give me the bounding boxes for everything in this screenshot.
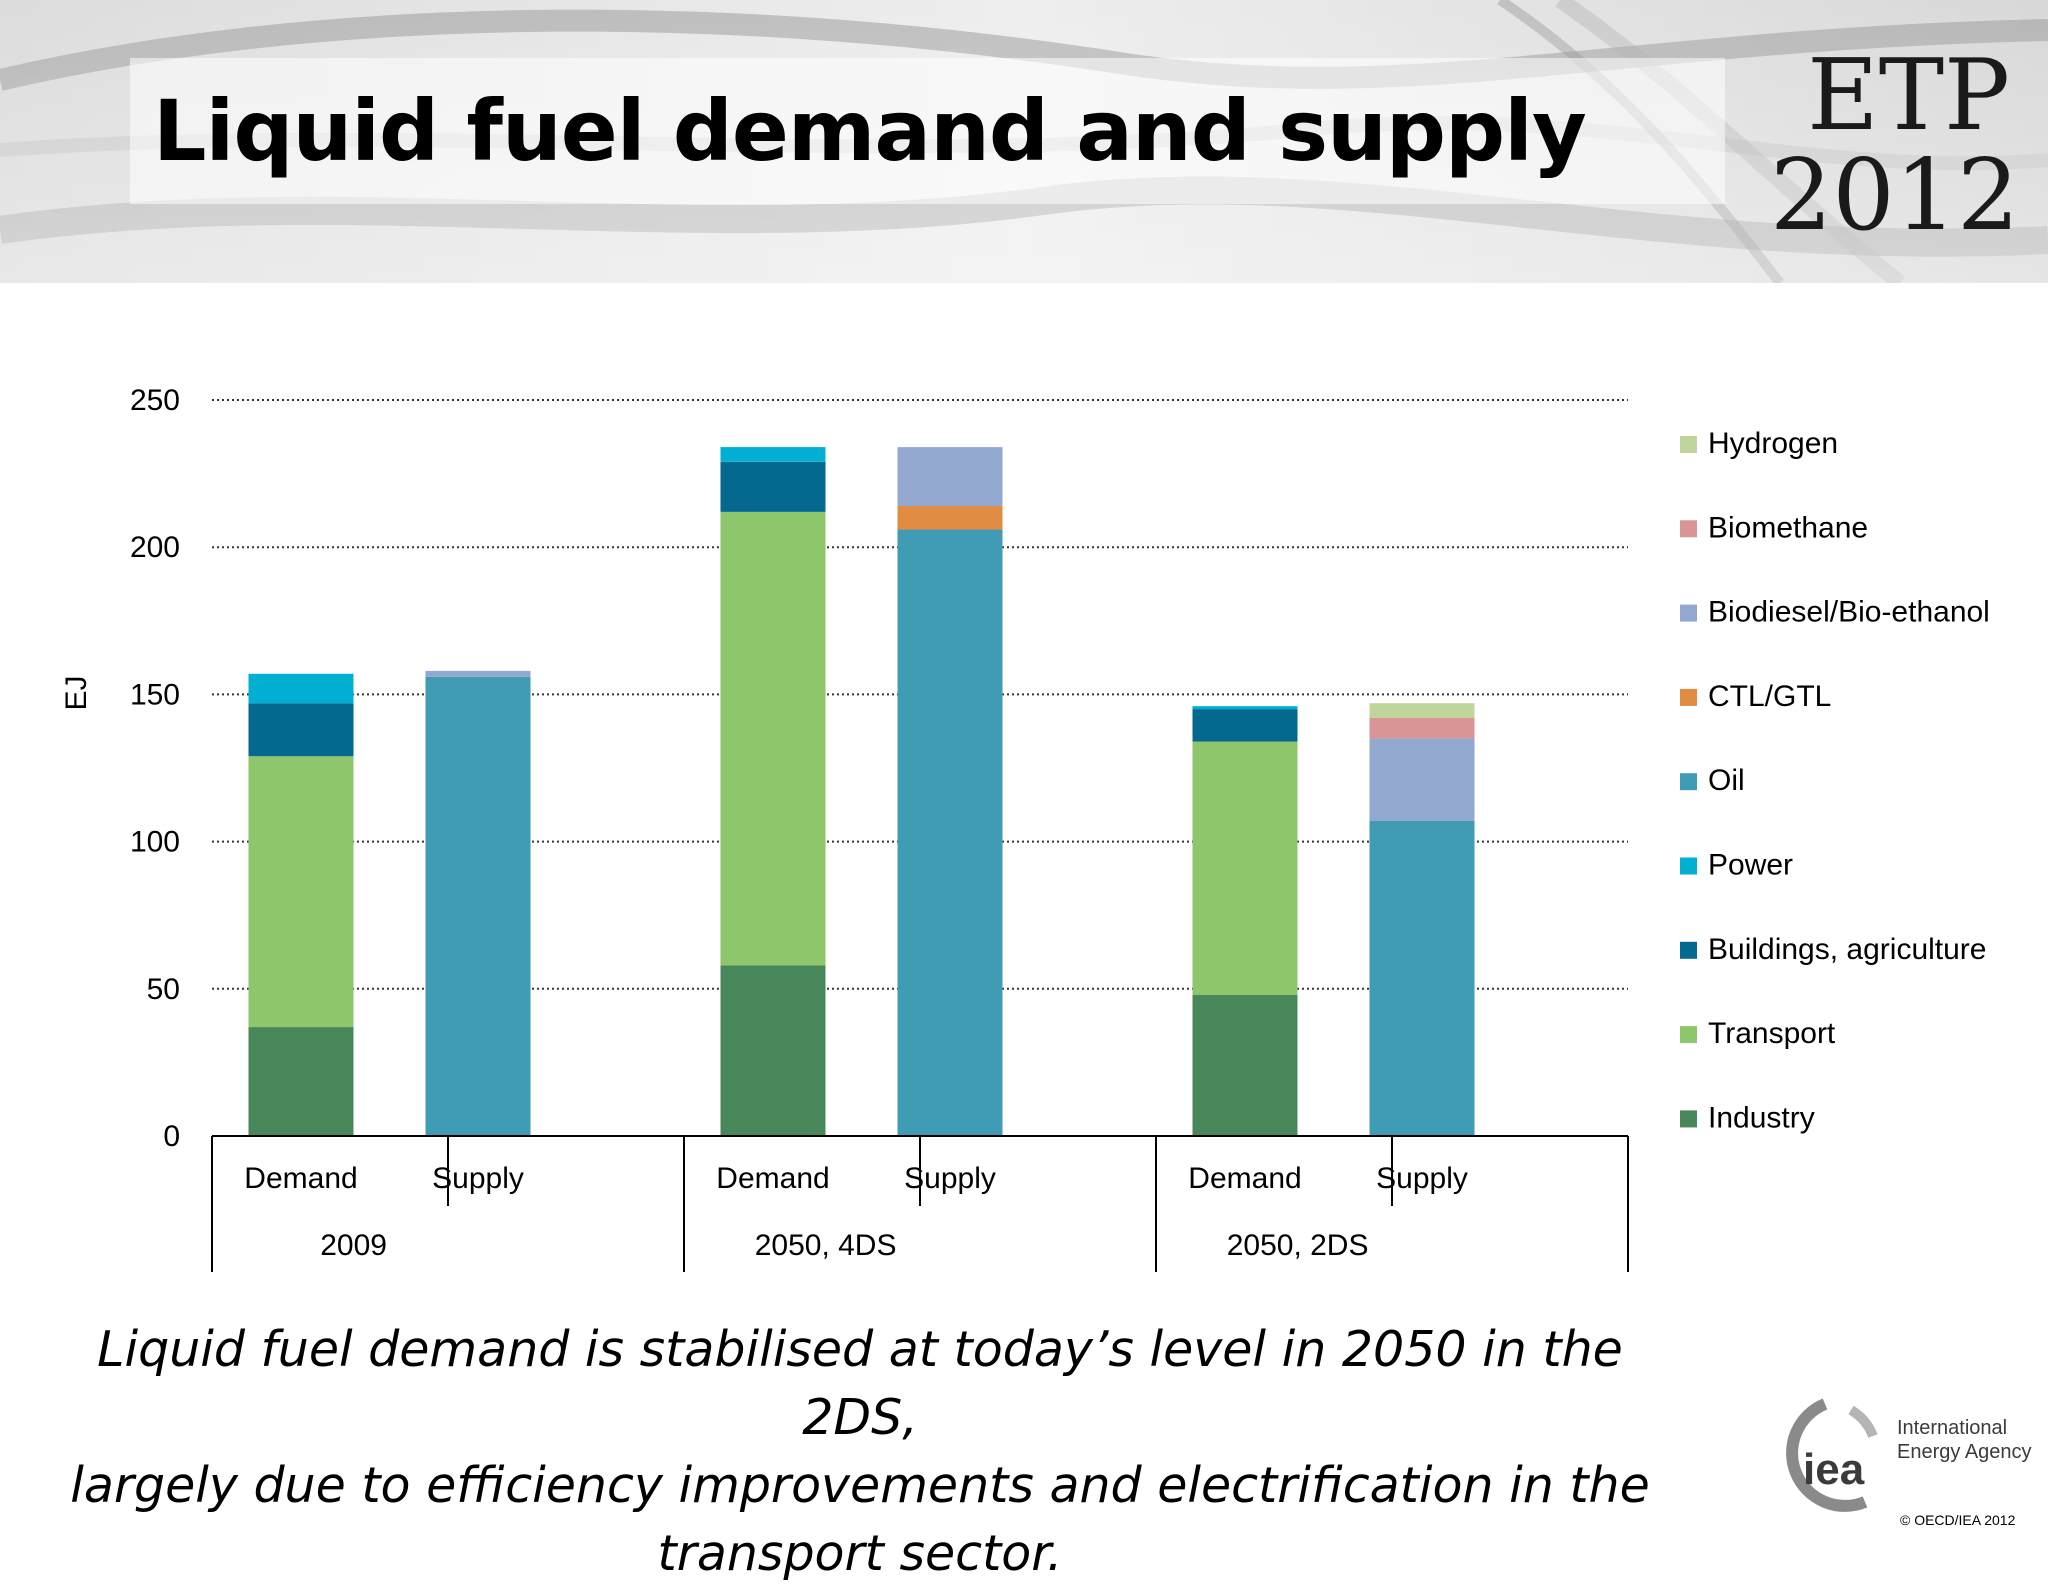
legend-item: Buildings, agriculture [1680,933,1986,966]
iea-logo-ring [1786,1398,1868,1512]
liquid-fuel-chart: 0 50 100 150 200 250 EJ Demand Supply Demand Sup… [60,384,1990,1272]
y-tick-label: 200 [130,531,180,564]
bar-segment [1369,703,1475,718]
legend-label: CTL/GTL [1708,680,1831,713]
bar-stack [897,447,1003,1136]
x-tick-label: Demand [244,1162,357,1195]
legend-swatch [1680,436,1697,453]
group-label: 2009 [320,1229,387,1262]
bar-segment [248,1027,354,1136]
iea-name-line1: International [1897,1417,2007,1439]
group-label: 2050, 4DS [755,1229,897,1262]
legend-label: Transport [1708,1017,1836,1050]
legend-swatch [1680,773,1697,791]
x-tick-label: Supply [1376,1162,1468,1195]
iea-name-line2: Energy Agency [1897,1441,2032,1463]
bar-segment [720,511,826,966]
slide-caption: Liquid fuel demand is stabilised at toda… [60,1316,1660,1588]
legend: Hydrogen Biomethane Biodiesel/Bio-ethanol C… [1680,427,1990,1134]
bar-stack [248,673,354,1136]
legend-label: Hydrogen [1708,427,1838,460]
bar-segment [720,965,826,1136]
bar-segment [720,447,826,462]
group-label: 2050, 2DS [1227,1229,1369,1262]
bar-segment [248,756,354,1028]
bar-segment [897,505,1003,530]
bar-segment [1192,706,1298,710]
bar-segment [1192,741,1298,995]
x-tick-label: Supply [432,1162,524,1195]
etp-2012-logo: ETP 2012 [1770,39,2020,253]
legend-label: Power [1708,849,1793,882]
legend-swatch [1680,1110,1697,1128]
x-tick-label: Demand [1188,1162,1301,1195]
legend-swatch [1680,604,1697,622]
bar-stack [1192,706,1298,1136]
bar-stack [720,447,826,1136]
x-tick-label: Supply [904,1162,996,1195]
caption-line: Liquid fuel demand is stabilised at toda… [97,1321,1623,1446]
caption-line: largely due to efficiency improvements a… [70,1457,1650,1514]
bar-segment [1192,709,1298,742]
bar-segment [248,673,354,704]
bar-segment [897,447,1003,506]
bar-segment [248,703,354,757]
y-axis-ticks: 0 50 100 150 200 250 [130,384,180,1153]
legend-item: Transport [1680,1017,1836,1050]
y-tick-label: 150 [130,678,180,711]
legend-swatch [1680,941,1697,959]
header-background [0,0,2048,283]
legend-swatch [1680,857,1697,875]
y-tick-label: 250 [130,384,180,417]
legend-swatch [1680,688,1697,706]
x-axis: Demand Supply Demand Supply Demand Supply 2009… [211,1135,1629,1272]
legend-item: Hydrogen [1680,427,1838,460]
etp-logo-line2: 2012 [1770,139,2020,253]
legend-label: Industry [1708,1101,1815,1134]
slide-title: Liquid fuel demand and supply [153,82,1587,180]
y-axis-label: EJ [60,675,93,710]
bar-segment [897,529,1003,1136]
bar-segment [1192,994,1298,1136]
legend-swatch [1680,520,1697,538]
legend-label: Oil [1708,764,1745,797]
legend-item: Industry [1680,1101,1815,1134]
legend-item: Power [1680,849,1793,882]
bar-segment [425,676,531,1136]
y-tick-label: 50 [147,973,180,1006]
iea-logo-mark: iea [1803,1445,1865,1494]
bar-stack [425,670,531,1136]
legend-label: Biodiesel/Bio-ethanol [1708,596,1990,629]
bar-segment [720,461,826,512]
slide-header: Liquid fuel demand and supply ETP 2012 [0,0,2048,283]
iea-logo-ring-accent [1848,1405,1878,1439]
bar-segment [1369,717,1475,739]
bar-segment [425,670,531,677]
y-tick-label: 100 [130,826,180,859]
bar-segment [1369,820,1475,1136]
legend-label: Biomethane [1708,511,1868,544]
legend-item: CTL/GTL [1680,680,1831,713]
legend-label: Buildings, agriculture [1708,933,1986,966]
legend-item: Biodiesel/Bio-ethanol [1680,596,1990,629]
legend-item: Oil [1680,764,1745,797]
y-tick-label: 0 [163,1120,180,1153]
bar-stacks [248,447,1475,1136]
x-tick-label: Demand [716,1162,829,1195]
caption-line: transport sector. [657,1525,1063,1582]
iea-logo: iea International Energy Agency [1786,1398,2032,1512]
legend-item: Biomethane [1680,511,1868,544]
legend-swatch [1680,1026,1697,1044]
bar-stack [1369,703,1475,1136]
copyright-notice: © OECD/IEA 2012 [1900,1512,2016,1528]
bar-segment [1369,738,1475,821]
etp-logo-line1: ETP [1807,39,2010,153]
